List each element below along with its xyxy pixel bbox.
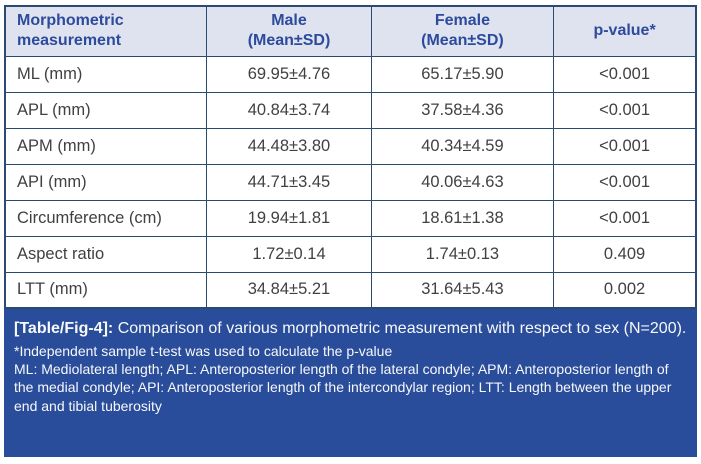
- male-value: 69.95±4.76: [206, 55, 372, 93]
- table-row: Aspect ratio 1.72±0.14 1.74±0.13 0.409: [4, 235, 697, 273]
- figure-caption-tag: [Table/Fig-4]:: [14, 320, 114, 337]
- footnote-abbreviations: ML: Mediolateral length; APL: Anteropost…: [14, 361, 672, 414]
- table-row: APL (mm) 40.84±3.74 37.58±4.36 <0.001: [4, 91, 697, 129]
- morphometric-table: Morphometric measurement Male (Mean±SD) …: [4, 5, 697, 309]
- p-value: <0.001: [553, 127, 697, 165]
- header-female: Female (Mean±SD): [370, 5, 555, 57]
- male-value: 19.94±1.81: [206, 199, 372, 237]
- female-value: 40.06±4.63: [370, 163, 555, 201]
- row-label: API (mm): [4, 163, 208, 201]
- male-value: 40.84±3.74: [206, 91, 372, 129]
- table-figure: Morphometric measurement Male (Mean±SD) …: [4, 5, 697, 457]
- female-value: 1.74±0.13: [370, 235, 555, 273]
- figure-caption: [Table/Fig-4]: Comparison of various mor…: [14, 318, 687, 339]
- figure-caption-text: Comparison of various morphometric measu…: [113, 320, 687, 337]
- table-row: API (mm) 44.71±3.45 40.06±4.63 <0.001: [4, 163, 697, 201]
- female-value: 18.61±1.38: [370, 199, 555, 237]
- female-value: 65.17±5.90: [370, 55, 555, 93]
- p-value: <0.001: [553, 163, 697, 201]
- table-row: LTT (mm) 34.84±5.21 31.64±5.43 0.002: [4, 271, 697, 309]
- row-label: Circumference (cm): [4, 199, 208, 237]
- p-value: <0.001: [553, 91, 697, 129]
- male-value: 1.72±0.14: [206, 235, 372, 273]
- p-value: <0.001: [553, 199, 697, 237]
- p-value: 0.409: [553, 235, 697, 273]
- male-value: 44.48±3.80: [206, 127, 372, 165]
- male-value: 44.71±3.45: [206, 163, 372, 201]
- row-label: APM (mm): [4, 127, 208, 165]
- header-p-value: p-value*: [553, 5, 697, 57]
- footnote-ttest: *Independent sample t-test was used to c…: [14, 343, 393, 360]
- table-header: Morphometric measurement Male (Mean±SD) …: [4, 5, 697, 57]
- header-morphometric-measurement: Morphometric measurement: [4, 5, 208, 57]
- p-value: <0.001: [553, 55, 697, 93]
- table-row: ML (mm) 69.95±4.76 65.17±5.90 <0.001: [4, 55, 697, 93]
- female-value: 31.64±5.43: [370, 271, 555, 309]
- p-value: 0.002: [553, 271, 697, 309]
- row-label: Aspect ratio: [4, 235, 208, 273]
- female-value: 37.58±4.36: [370, 91, 555, 129]
- table-row: Circumference (cm) 19.94±1.81 18.61±1.38…: [4, 199, 697, 237]
- header-male: Male (Mean±SD): [206, 5, 372, 57]
- row-label: LTT (mm): [4, 271, 208, 309]
- row-label: APL (mm): [4, 91, 208, 129]
- male-value: 34.84±5.21: [206, 271, 372, 309]
- header-row: Morphometric measurement Male (Mean±SD) …: [4, 5, 697, 57]
- female-value: 40.34±4.59: [370, 127, 555, 165]
- table-body: ML (mm) 69.95±4.76 65.17±5.90 <0.001 APL…: [4, 55, 697, 309]
- table-row: APM (mm) 44.48±3.80 40.34±4.59 <0.001: [4, 127, 697, 165]
- row-label: ML (mm): [4, 55, 208, 93]
- caption-band: [Table/Fig-4]: Comparison of various mor…: [4, 309, 697, 457]
